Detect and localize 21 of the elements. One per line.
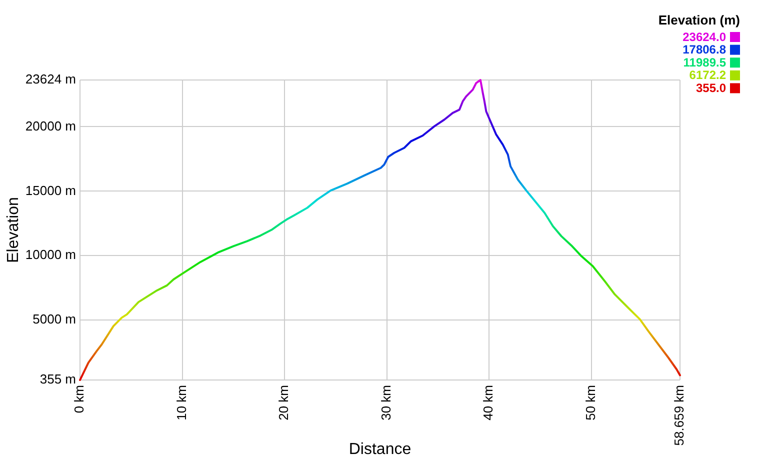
y-tick-label: 20000 m xyxy=(25,118,76,134)
x-tick-label: 58.659 km xyxy=(672,385,687,446)
x-tick-label: 0 km xyxy=(72,385,87,414)
x-tick-label: 40 km xyxy=(480,385,496,420)
y-tick-label: 23624 m xyxy=(25,72,76,87)
y-tick-label: 10000 m xyxy=(25,247,76,262)
x-tick-label: 10 km xyxy=(174,385,189,420)
y-tick-label: 355 m xyxy=(40,372,76,387)
color-bar-label: 17806.8 xyxy=(682,42,726,57)
y-tick-label: 15000 m xyxy=(25,182,76,198)
color-bar-title: Elevation (m) xyxy=(658,12,740,28)
x-tick-label: 20 km xyxy=(276,385,292,420)
x-tick-label: 30 km xyxy=(378,385,394,420)
color-bar-label: 11989.5 xyxy=(683,55,726,70)
y-axis-title: Elevation xyxy=(5,197,22,263)
y-tick-label: 5000 m xyxy=(32,312,76,327)
color-bar-label: 23624.0 xyxy=(682,30,726,44)
color-bar-label: 355.0 xyxy=(696,81,726,96)
x-axis-title: Distance xyxy=(348,440,412,458)
color-bar-label: 6172.2 xyxy=(689,68,726,82)
x-tick-label: 50 km xyxy=(583,385,598,420)
